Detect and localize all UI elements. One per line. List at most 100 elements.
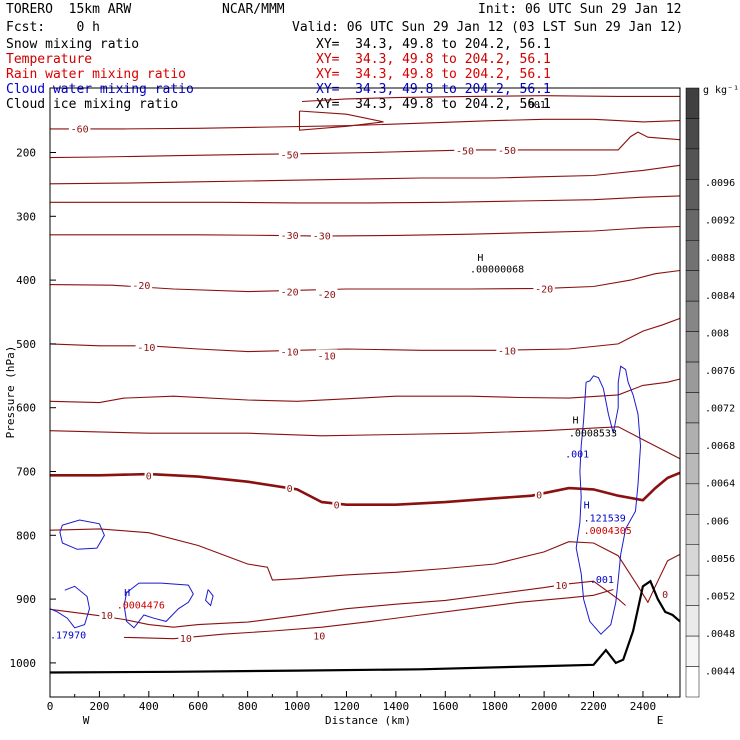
x-tick-label: 1800 [481,700,508,713]
isotherm-label-bg [315,288,338,300]
colorbar-swatch [685,514,700,545]
model-title: TORERO 15km ARW [6,2,132,17]
colorbar-label: .0076 [705,366,735,377]
y-tick-label: 200 [16,147,36,160]
point-label: H [477,253,483,264]
isotherm--50-2 [49,131,681,159]
y-axis-label: Pressure (hPa) [4,346,17,439]
point-label: .001 [590,575,614,586]
isotherm-label: 10 [101,611,113,622]
colorbar-label: .0088 [705,253,735,264]
y-tick-label: 400 [16,274,36,287]
x-tick-label: 1200 [333,700,360,713]
colorbar-swatch [685,148,700,180]
isotherm-label: 0 [334,501,340,512]
colorbar-swatch [685,300,700,332]
field-name-snow: Snow mixing ratio [6,37,140,52]
colorbar-label: .0092 [705,216,735,227]
colorbar-swatch [685,422,700,454]
colorbar-unit: g kg⁻¹ [703,85,739,96]
point-label: H [584,501,590,512]
colorbar-label: .0064 [705,479,735,490]
colorbar-swatch [685,666,700,698]
isotherm-label: 10 [313,631,325,642]
point-label: .121539 [584,513,626,524]
y-tick-label: 800 [16,529,36,542]
field-name-cloud-ice: Cloud ice mixing ratio [6,97,179,112]
isotherm-label-bg [533,282,555,294]
point-label: .0008533 [569,428,617,439]
isotherm-10-14 [124,588,614,640]
isotherm-label: -20 [132,281,150,292]
x-tick-label: 600 [188,700,208,713]
colorbar-label: .0068 [705,441,735,452]
field-xy-snow: XY= 34.3, 49.8 to 204.2, 56.1 [316,37,551,52]
cloud-water-contour-0 [575,365,642,635]
isotherm--30-6 [50,195,681,204]
isotherm-label: -50 [281,150,299,161]
colorbar-label: .0096 [705,178,735,189]
isotherm-label-bg [130,279,153,291]
isotherm-label-bg [311,229,333,241]
colorbar-label: .0072 [705,404,735,415]
point-label: .17970 [50,631,86,642]
org-label: NCAR/MMM [222,2,285,17]
colorbar-label: .0056 [705,554,735,565]
isotherm-label: 0 [146,471,152,482]
colorbar-swatch [685,331,700,363]
east-label: E [657,714,664,727]
isotherm-label-bg [278,148,301,160]
isotherm-label: -60 [71,124,89,135]
isotherm-label-bg [660,587,670,599]
isotherm-label-bg [135,341,158,353]
temperature-isotherms [49,95,681,640]
colorbar-swatch [685,209,700,241]
isotherm-label-bg [285,482,294,494]
isotherm--10-9 [49,378,681,404]
isotherm-label: -20 [535,284,553,295]
colorbar-label: .008 [705,328,729,339]
isotherm-5-12 [49,528,681,604]
point-label: H [124,588,130,599]
colorbar-label: .0048 [705,629,735,640]
isotherm-10-13 [49,580,626,628]
forecast-hour: Fcst: 0 h [6,20,100,35]
x-tick-label: 400 [139,700,159,713]
x-tick-label: 200 [89,700,109,713]
colorbar-swatch [685,87,700,119]
colorbar-swatch [685,361,700,393]
isotherm-label-bg [278,285,301,297]
y-tick-label: 500 [16,338,36,351]
isotherm--60-0 [50,118,681,130]
isotherm-label-bg [496,143,518,155]
isotherm-label-bg [496,344,518,356]
colorbar-swatch [685,544,700,576]
cloud-water-contour-2 [49,585,91,629]
colorbar-swatch [685,483,700,515]
colorbar-label: .0084 [705,291,735,302]
isotherm--30-5 [50,225,681,237]
isotherm--60-1 [301,95,680,103]
x-tick-label: 1400 [383,700,410,713]
axes: 0 200 400 600 800 1000 1200 1400 1600 1800 2000 220… [10,147,669,713]
isotherm--20-7 [49,269,681,293]
colorbar-label: .0052 [705,592,735,603]
isotherm-label-bg [315,349,338,361]
isotherm-label-bg [144,469,154,481]
isotherm-0-11 [50,471,681,507]
west-label: W [83,714,90,727]
isotherm-label-bg [534,488,544,500]
isotherm-label: 10 [180,634,192,645]
isotherm-label: -10 [498,346,516,357]
cloud-water-contours [49,365,642,635]
isotherm-label-bg [99,609,115,621]
cloud-water-contour-3 [123,582,194,629]
isotherm-label: 0 [662,590,668,601]
isotherm-label-bg [68,122,91,134]
isotherm-label: -10 [137,343,155,354]
colorbar-swatch [685,453,700,485]
isotherm-label: 10 [555,581,567,592]
colorbar-swatch [685,179,700,211]
cloud-water-contour-4 [205,589,214,607]
isotherm-label: -20 [318,290,336,301]
